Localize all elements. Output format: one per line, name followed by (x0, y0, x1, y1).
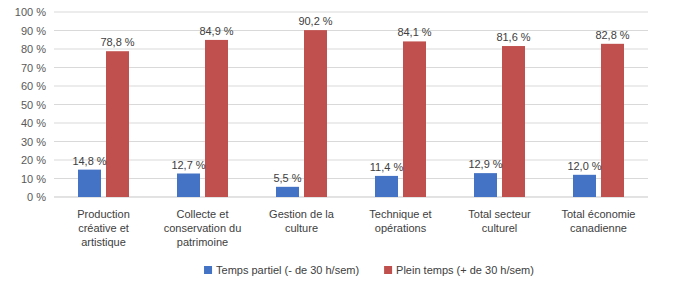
x-tick-line: artistique (81, 236, 126, 248)
x-tick-line: conservation du (164, 222, 242, 234)
y-tick-label: 10 % (21, 173, 46, 185)
x-tick-label: Technique et opérations (369, 208, 431, 234)
y-tick-label: 20 % (21, 154, 46, 166)
data-labels: 14,8 % 12,7 % 5,5 % 11,4 % 12,9 % 12,0 % 78,8 … (72, 15, 629, 184)
x-tick-line: Gestion de la (269, 208, 335, 220)
x-tick-label: Collecte et conservation du patrimoine (164, 208, 242, 248)
grid-line (54, 49, 648, 50)
bar (474, 173, 497, 197)
x-tick-line: Total économie (562, 208, 636, 220)
y-tick-label: 100 % (15, 6, 46, 18)
grid-line (54, 141, 648, 142)
y-tick-label: 30 % (21, 136, 46, 148)
bar (403, 41, 426, 197)
grid-line (54, 178, 648, 179)
grid-line (54, 160, 648, 161)
x-tick-line: patrimoine (177, 236, 228, 248)
grid-line (54, 86, 648, 87)
grid-line (54, 197, 648, 198)
x-tick-line: créative et (78, 222, 129, 234)
data-label: 81,6 % (496, 31, 530, 43)
data-label: 12,0 % (567, 160, 601, 172)
x-tick-line: opérations (375, 222, 427, 234)
legend-swatch (204, 266, 212, 274)
data-label: 5,5 % (273, 172, 301, 184)
data-label: 11,4 % (370, 161, 404, 173)
x-tick-label: Production créative et artistique (77, 208, 130, 248)
x-tick-line: Technique et (369, 208, 431, 220)
data-label: 12,7 % (171, 159, 205, 171)
grid-line (54, 123, 648, 124)
data-label: 84,1 % (397, 26, 431, 38)
y-tick-label: 80 % (21, 43, 46, 55)
x-tick-line: Collecte et (177, 208, 229, 220)
data-label: 78,8 % (100, 36, 134, 48)
y-tick-label: 50 % (21, 99, 46, 111)
bar (601, 44, 624, 197)
y-tick-label: 70 % (21, 62, 46, 74)
x-tick-label: Total économie canadienne (562, 208, 636, 234)
legend-swatch (384, 266, 392, 274)
x-tick-line: Total secteur (468, 208, 531, 220)
x-tick-line: canadienne (570, 222, 627, 234)
x-tick-line: culture (285, 222, 318, 234)
bar (78, 170, 101, 197)
x-tick-label: Total secteur culturel (468, 208, 531, 234)
bar (106, 51, 129, 197)
legend: Temps partiel (- de 30 h/sem) Plein temps… (204, 264, 534, 276)
y-tick-label: 60 % (21, 80, 46, 92)
legend-label: Plein temps (+ de 30 h/sem) (396, 264, 534, 276)
data-label: 12,9 % (468, 158, 502, 170)
data-label: 82,8 % (595, 29, 629, 41)
data-label: 84,9 % (199, 25, 233, 37)
chart: 0 % 10 % 20 % 30 % 40 % 50 % 60 % 70 % 80 % 90 % 1… (0, 0, 679, 290)
y-tick-label: 0 % (27, 191, 46, 203)
legend-label: Temps partiel (- de 30 h/sem) (216, 264, 359, 276)
bar (375, 176, 398, 197)
x-axis-line (54, 197, 648, 198)
data-label: 14,8 % (72, 155, 106, 167)
grid-line (54, 104, 648, 105)
y-tick-label: 90 % (21, 25, 46, 37)
bar (276, 187, 299, 197)
bars (78, 30, 624, 197)
x-tick-line: culturel (482, 222, 517, 234)
grid-line (54, 30, 648, 31)
x-tick-label: Gestion de la culture (269, 208, 335, 234)
bar (304, 30, 327, 197)
bar (177, 174, 200, 197)
bar (573, 175, 596, 197)
bar (205, 40, 228, 197)
grid-line (54, 12, 648, 13)
data-label: 90,2 % (298, 15, 332, 27)
bar (502, 46, 525, 197)
grid-line (54, 67, 648, 68)
y-tick-label: 40 % (21, 117, 46, 129)
x-tick-line: Production (77, 208, 130, 220)
